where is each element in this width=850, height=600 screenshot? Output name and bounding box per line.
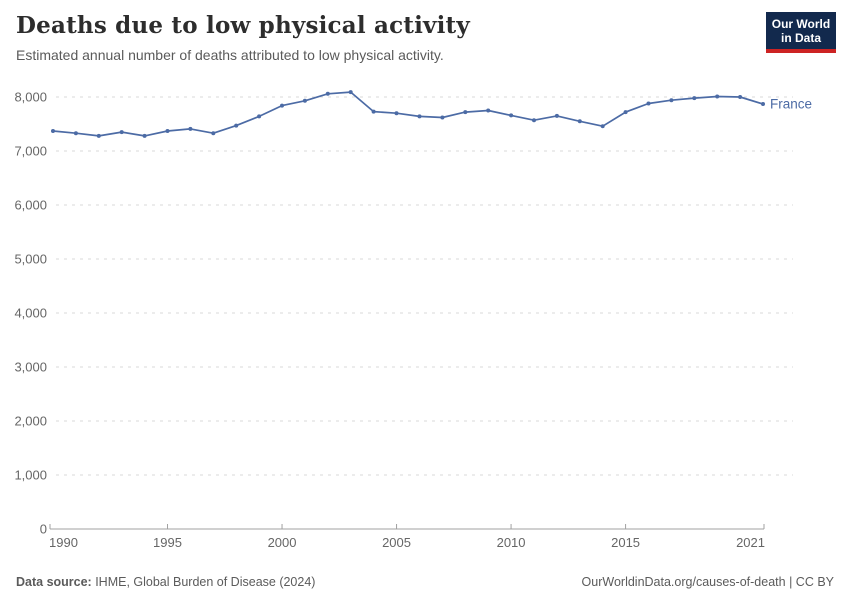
- chart-footer: Data source: IHME, Global Burden of Dise…: [16, 575, 834, 589]
- data-point[interactable]: [577, 119, 582, 124]
- chart-subtitle: Estimated annual number of deaths attrib…: [16, 47, 444, 63]
- data-point[interactable]: [669, 98, 674, 103]
- x-tick-label: 2021: [736, 535, 765, 550]
- data-source-note: Data source: IHME, Global Burden of Dise…: [16, 575, 315, 589]
- data-point[interactable]: [486, 108, 491, 113]
- owid-logo[interactable]: Our World in Data: [766, 12, 836, 53]
- data-point[interactable]: [623, 110, 628, 115]
- line-chart[interactable]: 0 1,000 2,000 3,000 4,000 5,000 6,000 7,000 8,00…: [0, 78, 850, 556]
- data-point[interactable]: [600, 124, 605, 129]
- data-point[interactable]: [692, 96, 697, 101]
- x-tick-label: 2005: [382, 535, 411, 550]
- header-text-block: Deaths due to low physical activity Esti…: [16, 12, 470, 63]
- data-point[interactable]: [509, 113, 514, 118]
- data-point[interactable]: [96, 133, 101, 138]
- data-point[interactable]: [371, 109, 376, 114]
- data-point[interactable]: [348, 90, 353, 95]
- owid-logo-line1: Our World: [771, 17, 831, 31]
- data-point[interactable]: [119, 130, 124, 135]
- data-point[interactable]: [761, 102, 765, 106]
- chart-header: Deaths due to low physical activity Esti…: [16, 12, 836, 63]
- x-tick-label: 2015: [611, 535, 640, 550]
- data-point[interactable]: [394, 111, 399, 116]
- y-tick-label: 7,000: [14, 144, 47, 159]
- data-source-label: Data source:: [16, 575, 92, 589]
- data-point[interactable]: [646, 101, 651, 106]
- data-point[interactable]: [715, 94, 720, 99]
- data-point[interactable]: [417, 114, 422, 119]
- series-label[interactable]: France: [770, 97, 812, 112]
- y-tick-label: 4,000: [14, 306, 47, 321]
- x-tick-label: 2010: [497, 535, 526, 550]
- x-tick-label: 1990: [49, 535, 78, 550]
- data-point[interactable]: [280, 103, 284, 108]
- data-point[interactable]: [440, 115, 445, 120]
- data-point[interactable]: [73, 131, 78, 136]
- data-point[interactable]: [234, 123, 239, 128]
- data-point[interactable]: [532, 118, 536, 123]
- x-tick-label: 1995: [153, 535, 182, 550]
- y-tick-label: 3,000: [14, 360, 47, 375]
- x-tick-label: 2000: [268, 535, 297, 550]
- data-point[interactable]: [325, 91, 330, 96]
- data-point[interactable]: [554, 113, 559, 118]
- data-source-text: IHME, Global Burden of Disease (2024): [91, 575, 316, 589]
- license-text: | CC BY: [785, 575, 834, 589]
- data-point[interactable]: [302, 98, 307, 103]
- data-point[interactable]: [142, 133, 147, 138]
- data-point[interactable]: [463, 110, 468, 115]
- owid-logo-line2: in Data: [780, 31, 821, 45]
- y-tick-label: 5,000: [14, 252, 47, 267]
- data-point[interactable]: [188, 126, 193, 131]
- page-title: Deaths due to low physical activity: [16, 12, 470, 39]
- footer-url-link[interactable]: OurWorldinData.org/causes-of-death: [581, 575, 786, 589]
- y-tick-label: 0: [40, 522, 47, 537]
- data-line[interactable]: [52, 91, 764, 137]
- data-point[interactable]: [211, 131, 216, 136]
- y-tick-label: 1,000: [14, 468, 47, 483]
- data-point[interactable]: [257, 114, 262, 119]
- y-tick-label: 6,000: [14, 198, 47, 213]
- data-point[interactable]: [165, 129, 170, 133]
- y-tick-label: 2,000: [14, 414, 47, 429]
- y-tick-label: 8,000: [14, 90, 47, 105]
- data-point[interactable]: [51, 129, 55, 133]
- footer-right: OurWorldinData.org/causes-of-death | CC …: [582, 575, 834, 589]
- data-point[interactable]: [738, 95, 743, 99]
